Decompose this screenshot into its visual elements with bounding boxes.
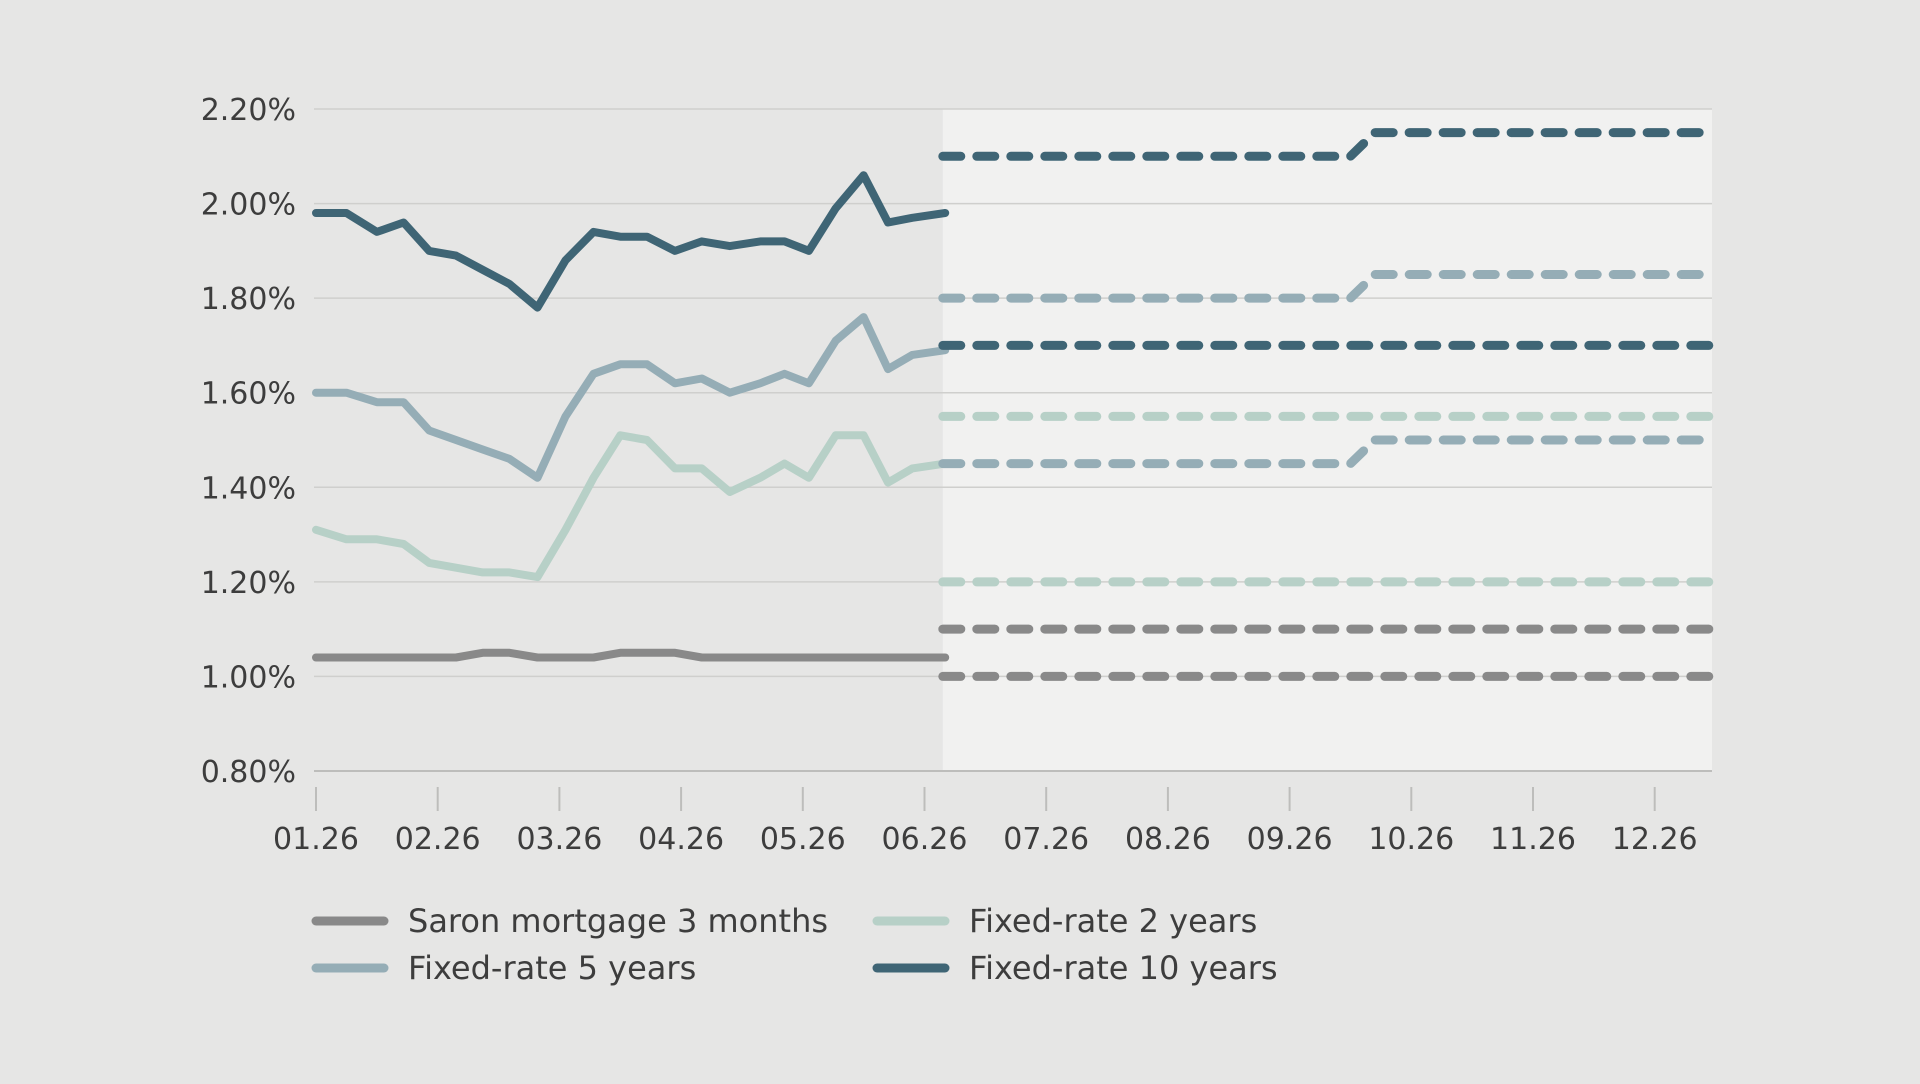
y-tick-label: 1.00%: [201, 660, 296, 695]
forecast-line: [938, 435, 1716, 469]
series-line: [312, 313, 950, 482]
series-fixed-rate-10-years: [312, 128, 1716, 350]
y-tick-label: 1.40%: [201, 471, 296, 506]
x-tick-label: 01.26: [273, 822, 359, 857]
x-tick-label: 08.26: [1125, 822, 1211, 857]
series-fixed-rate-2-years: [312, 411, 1716, 587]
legend-item: Fixed-rate 5 years: [311, 949, 696, 987]
x-tick-label: 07.26: [1003, 822, 1089, 857]
series-lines: [312, 128, 1716, 681]
y-tick-label: 2.00%: [201, 188, 296, 223]
legend-label: Fixed-rate 10 years: [969, 949, 1278, 987]
legend-label: Saron mortgage 3 months: [408, 902, 828, 940]
x-tick-label: 05.26: [760, 822, 846, 857]
series-fixed-rate-5-years: [312, 270, 1716, 482]
forecast-line: [938, 270, 1716, 303]
legend-item: Fixed-rate 2 years: [872, 902, 1257, 940]
axes: 0.80% 1.00% 1.20% 1.40% 1.60% 1.80% 2.00% 2.20%…: [201, 93, 1698, 857]
legend-label: Fixed-rate 5 years: [408, 949, 696, 987]
x-tick-label: 06.26: [882, 822, 968, 857]
legend: Saron mortgage 3 months Fixed-rate 2 year…: [311, 902, 1278, 987]
x-tick-label: 09.26: [1247, 822, 1333, 857]
x-tick-label: 11.26: [1490, 822, 1576, 857]
series-saron-mortgage-3-months: [312, 624, 1716, 681]
x-tick-label: 10.26: [1368, 822, 1454, 857]
y-tick-label: 1.80%: [201, 282, 296, 317]
y-tick-label: 1.20%: [201, 566, 296, 601]
series-line: [312, 431, 950, 582]
forecast-line: [938, 128, 1716, 161]
series-line: [312, 171, 950, 312]
legend-item: Saron mortgage 3 months: [311, 902, 828, 940]
y-tick-label: 0.80%: [201, 755, 296, 790]
legend-label: Fixed-rate 2 years: [969, 902, 1257, 940]
x-tick-label: 04.26: [638, 822, 724, 857]
x-tick-label: 02.26: [395, 822, 481, 857]
x-tick-label: 03.26: [516, 822, 602, 857]
x-tick-label: 12.26: [1612, 822, 1698, 857]
y-tick-label: 2.20%: [201, 93, 296, 128]
series-line: [312, 648, 950, 662]
legend-item: Fixed-rate 10 years: [872, 949, 1278, 987]
y-tick-label: 1.60%: [201, 377, 296, 412]
